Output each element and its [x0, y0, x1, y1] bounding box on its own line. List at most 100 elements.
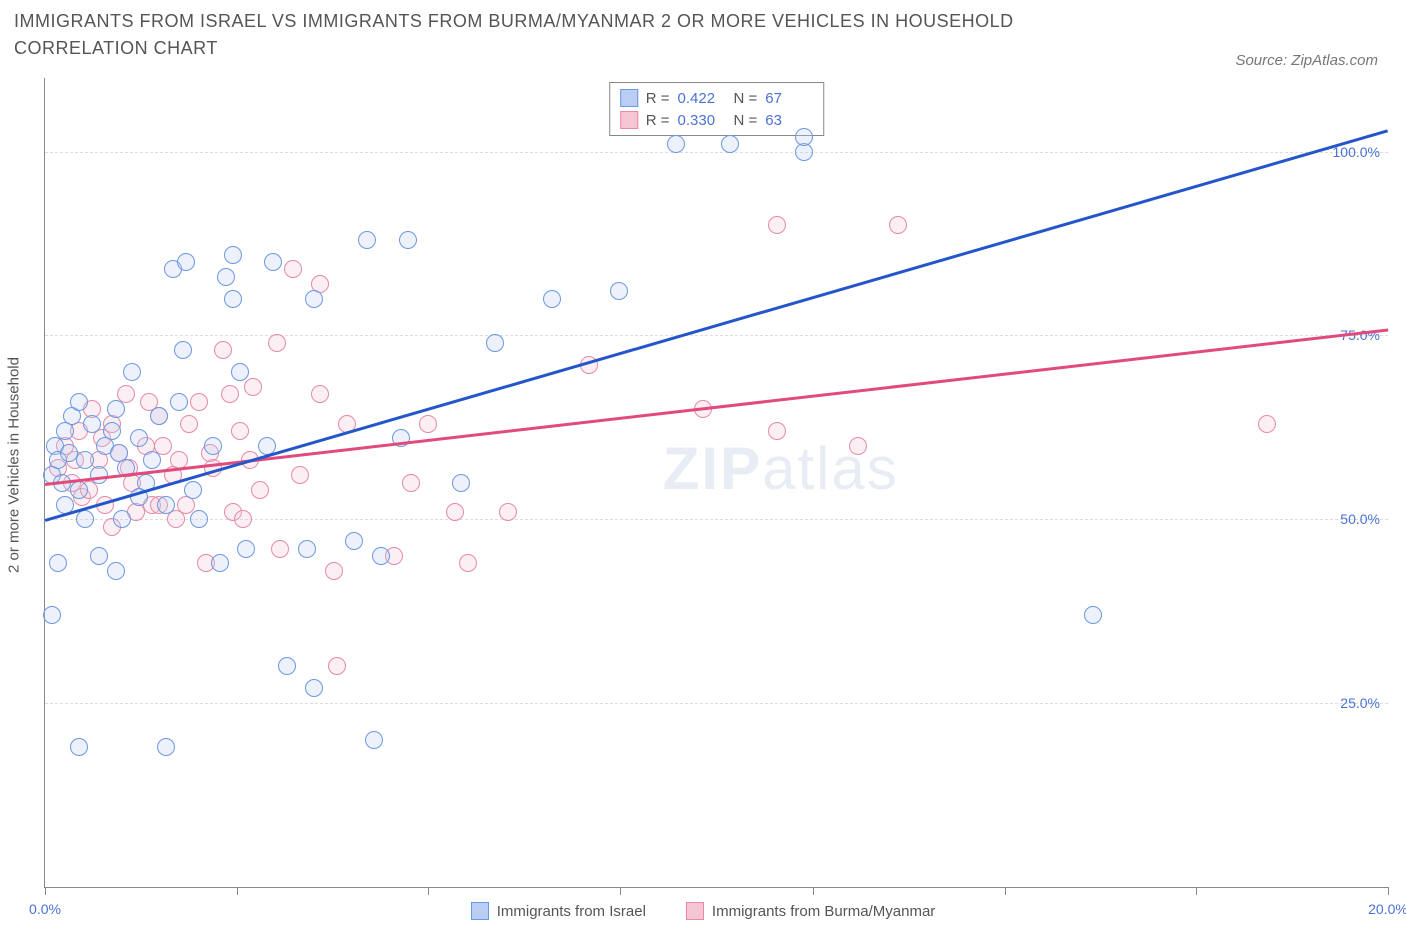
- scatter-point-israel: [298, 540, 316, 558]
- scatter-point-israel: [70, 738, 88, 756]
- scatter-point-israel: [452, 474, 470, 492]
- scatter-point-israel: [190, 510, 208, 528]
- scatter-point-burma: [244, 378, 262, 396]
- scatter-point-israel: [76, 510, 94, 528]
- scatter-point-burma: [251, 481, 269, 499]
- scatter-point-israel: [143, 451, 161, 469]
- scatter-point-burma: [271, 540, 289, 558]
- scatter-point-burma: [889, 216, 907, 234]
- scatter-point-israel: [305, 679, 323, 697]
- scatter-point-israel: [486, 334, 504, 352]
- scatter-point-israel: [211, 554, 229, 572]
- scatter-point-burma: [768, 422, 786, 440]
- scatter-point-israel: [610, 282, 628, 300]
- y-axis-label: 2 or more Vehicles in Household: [6, 357, 23, 573]
- scatter-point-israel: [103, 422, 121, 440]
- x-tick: [45, 887, 46, 895]
- n-value-israel: 67: [765, 90, 813, 107]
- scatter-point-israel: [345, 532, 363, 550]
- scatter-point-israel: [224, 246, 242, 264]
- legend-item-israel: Immigrants from Israel: [471, 902, 646, 920]
- scatter-point-israel: [667, 135, 685, 153]
- scatter-point-israel: [1084, 606, 1102, 624]
- scatter-point-israel: [217, 268, 235, 286]
- scatter-point-burma: [231, 422, 249, 440]
- scatter-point-israel: [76, 451, 94, 469]
- scatter-point-burma: [849, 437, 867, 455]
- scatter-point-israel: [113, 510, 131, 528]
- r-label: R =: [646, 112, 670, 129]
- scatter-point-israel: [157, 496, 175, 514]
- swatch-israel: [620, 89, 638, 107]
- n-label: N =: [734, 112, 758, 129]
- stats-row-burma: R = 0.330 N = 63: [620, 109, 814, 131]
- scatter-point-israel: [83, 415, 101, 433]
- chart-source: Source: ZipAtlas.com: [1235, 52, 1378, 69]
- scatter-point-burma: [180, 415, 198, 433]
- scatter-point-israel: [372, 547, 390, 565]
- x-tick: [1196, 887, 1197, 895]
- scatter-point-burma: [167, 510, 185, 528]
- scatter-point-israel: [60, 444, 78, 462]
- scatter-point-israel: [264, 253, 282, 271]
- x-tick: [1388, 887, 1389, 895]
- scatter-point-israel: [721, 135, 739, 153]
- scatter-point-israel: [365, 731, 383, 749]
- trend-line-israel: [45, 130, 1389, 522]
- scatter-point-israel: [107, 400, 125, 418]
- x-tick: [813, 887, 814, 895]
- scatter-point-burma: [291, 466, 309, 484]
- scatter-point-burma: [284, 260, 302, 278]
- scatter-point-israel: [174, 341, 192, 359]
- x-tick: [1005, 887, 1006, 895]
- x-tick: [620, 887, 621, 895]
- x-tick: [237, 887, 238, 895]
- scatter-point-israel: [358, 231, 376, 249]
- scatter-point-israel: [795, 128, 813, 146]
- legend-item-burma: Immigrants from Burma/Myanmar: [686, 902, 935, 920]
- legend-label-burma: Immigrants from Burma/Myanmar: [712, 903, 935, 920]
- x-tick: [428, 887, 429, 895]
- chart-plot-area: ZIPatlas R = 0.422 N = 67 R = 0.330 N = …: [44, 78, 1388, 888]
- stats-legend-box: R = 0.422 N = 67 R = 0.330 N = 63: [609, 82, 825, 136]
- scatter-point-burma: [402, 474, 420, 492]
- y-tick-label: 25.0%: [1340, 695, 1380, 711]
- scatter-point-burma: [325, 562, 343, 580]
- scatter-point-burma: [499, 503, 517, 521]
- scatter-point-israel: [123, 363, 141, 381]
- n-value-burma: 63: [765, 112, 813, 129]
- scatter-point-burma: [221, 385, 239, 403]
- scatter-point-israel: [130, 429, 148, 447]
- scatter-point-israel: [305, 290, 323, 308]
- y-tick-label: 50.0%: [1340, 511, 1380, 527]
- chart-title: IMMIGRANTS FROM ISRAEL VS IMMIGRANTS FRO…: [14, 8, 1114, 62]
- scatter-point-burma: [1258, 415, 1276, 433]
- scatter-point-israel: [170, 393, 188, 411]
- scatter-point-burma: [419, 415, 437, 433]
- scatter-point-burma: [328, 657, 346, 675]
- scatter-point-burma: [459, 554, 477, 572]
- scatter-point-israel: [204, 437, 222, 455]
- scatter-point-israel: [184, 481, 202, 499]
- scatter-point-israel: [70, 481, 88, 499]
- scatter-point-israel: [107, 562, 125, 580]
- scatter-point-israel: [231, 363, 249, 381]
- scatter-point-israel: [43, 606, 61, 624]
- scatter-point-israel: [399, 231, 417, 249]
- scatter-point-israel: [177, 253, 195, 271]
- scatter-point-israel: [224, 290, 242, 308]
- swatch-burma: [620, 111, 638, 129]
- grid-line: [45, 335, 1388, 336]
- swatch-israel: [471, 902, 489, 920]
- stats-row-israel: R = 0.422 N = 67: [620, 87, 814, 109]
- n-label: N =: [734, 90, 758, 107]
- scatter-point-israel: [278, 657, 296, 675]
- scatter-point-burma: [446, 503, 464, 521]
- scatter-point-burma: [190, 393, 208, 411]
- scatter-point-burma: [234, 510, 252, 528]
- bottom-legend: Immigrants from Israel Immigrants from B…: [0, 902, 1406, 920]
- scatter-point-israel: [237, 540, 255, 558]
- r-value-israel: 0.422: [678, 90, 726, 107]
- swatch-burma: [686, 902, 704, 920]
- scatter-point-burma: [768, 216, 786, 234]
